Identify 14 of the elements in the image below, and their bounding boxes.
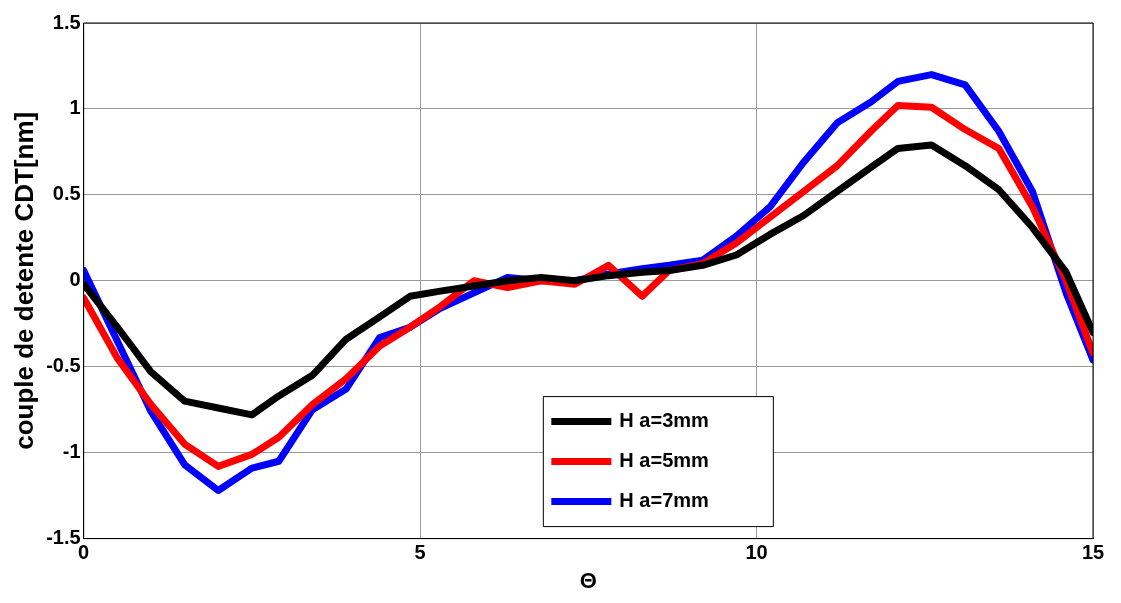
y-tick-label: 1: [69, 96, 81, 119]
y-tick-label: 1.5: [52, 10, 81, 33]
y-tick-label: -1: [62, 440, 81, 463]
x-tick-label: 10: [745, 541, 768, 564]
y-tick-label: -0.5: [46, 354, 81, 377]
legend-label: H a=5mm: [619, 449, 709, 472]
x-tick-label: 5: [414, 541, 426, 564]
x-axis-title: Θ: [579, 567, 597, 593]
y-tick-label: 0.5: [52, 182, 81, 205]
x-tick-label: 15: [1081, 541, 1105, 564]
y-axis-title: couple de detente CDT[nm]: [8, 111, 39, 450]
legend-label: H a=3mm: [619, 409, 709, 432]
legend-label: H a=7mm: [619, 489, 709, 512]
y-tick-label: 0: [69, 268, 81, 291]
